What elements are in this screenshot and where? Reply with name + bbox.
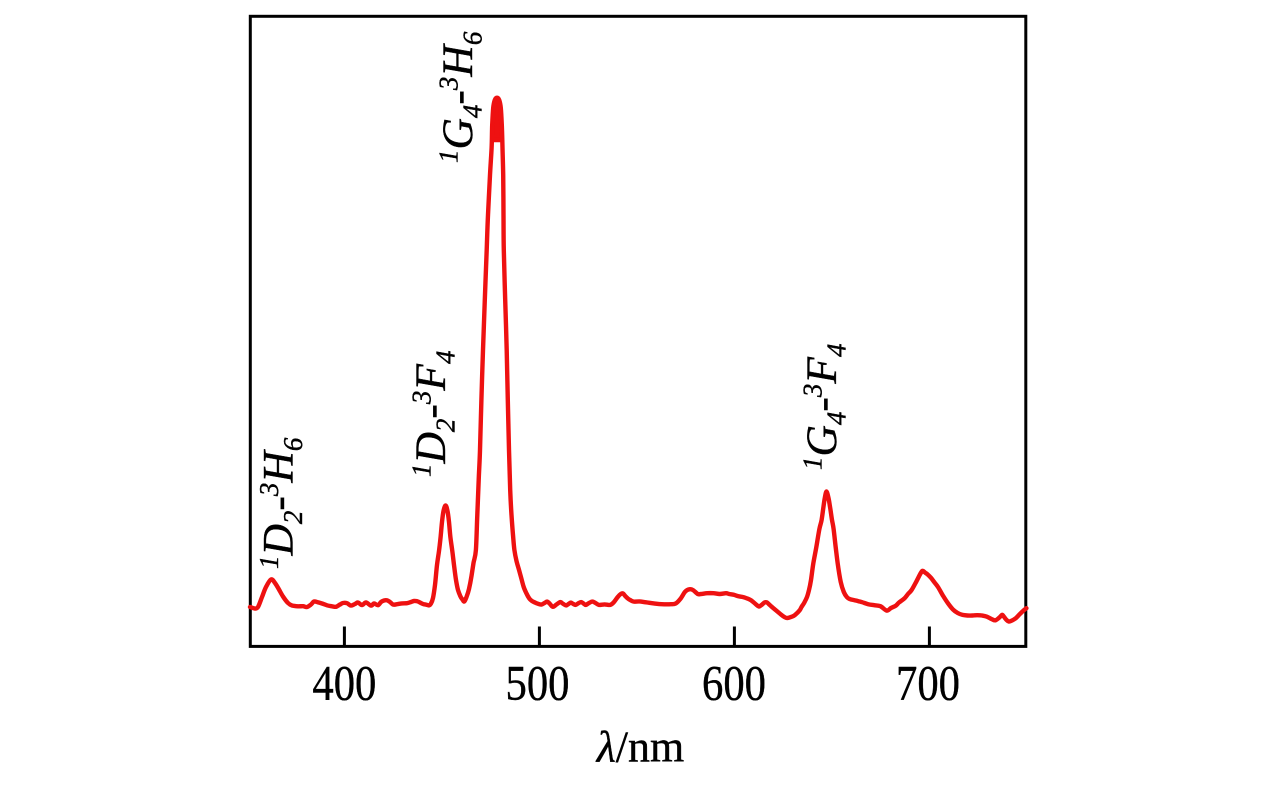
svg-text:λ/nm: λ/nm [595, 723, 685, 772]
svg-text:1G4-3F4: 1G4-3F4 [798, 344, 852, 471]
svg-text:400: 400 [312, 655, 376, 711]
svg-text:600: 600 [702, 655, 766, 711]
svg-text:1D2-3F4: 1D2-3F4 [407, 351, 461, 478]
svg-text:500: 500 [506, 655, 570, 711]
svg-text:1G4-3H6: 1G4-3H6 [434, 31, 488, 163]
svg-text:1D2-3H6: 1D2-3H6 [254, 437, 308, 569]
svg-text:700: 700 [896, 655, 960, 711]
